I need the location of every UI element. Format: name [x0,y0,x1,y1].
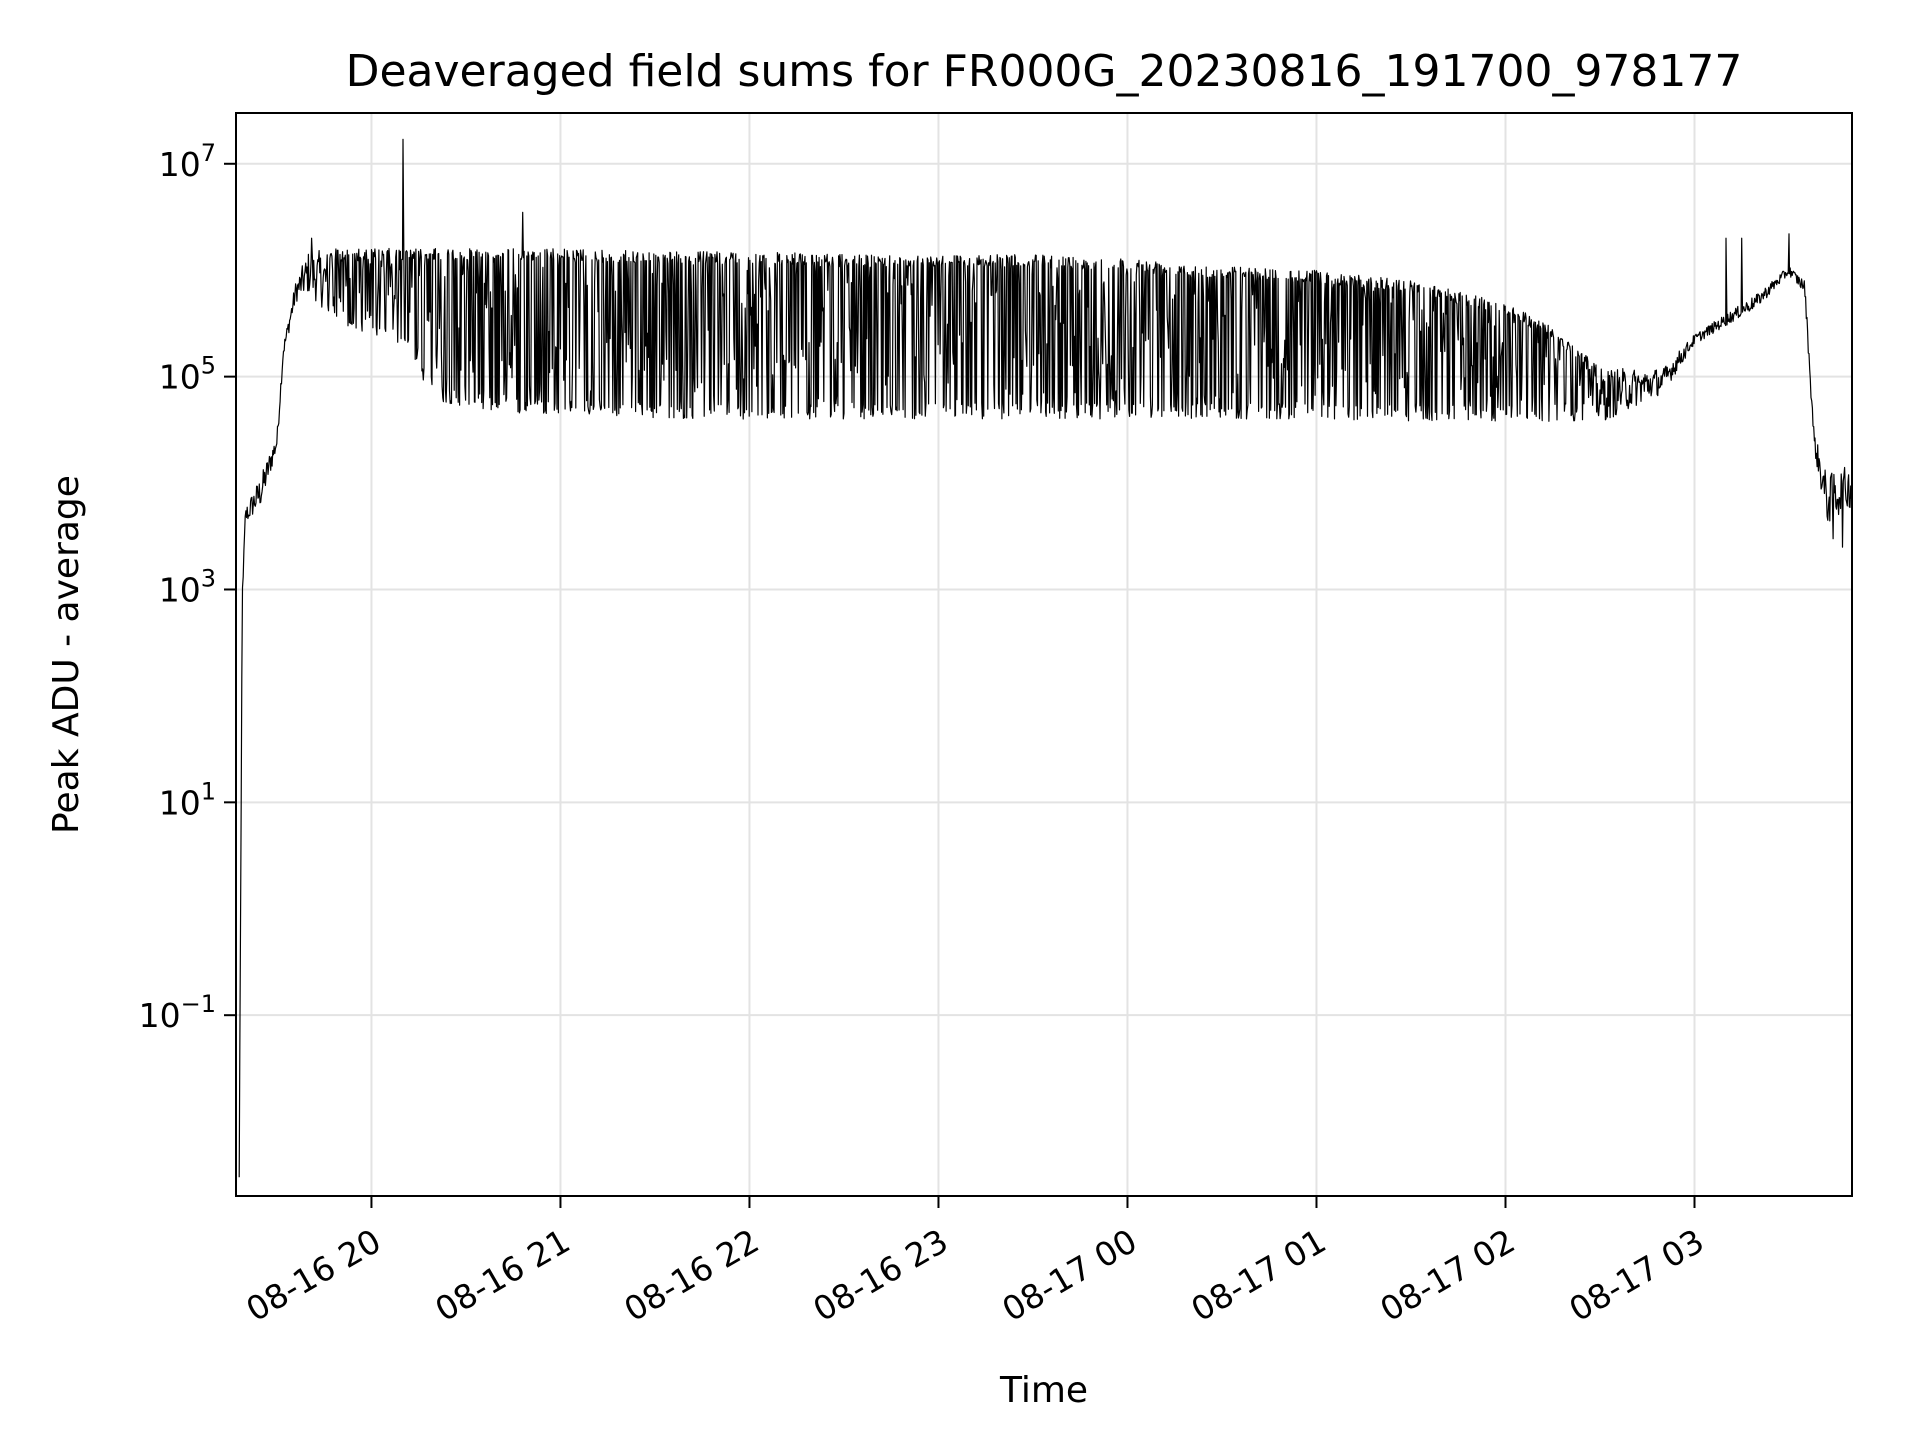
x-axis-label: Time [999,1370,1088,1411]
y-tick-label: 10−1 [139,990,216,1035]
series-line [238,138,1853,1178]
y-tick-label: 103 [159,564,216,609]
y-tick-label: 105 [159,352,216,397]
chart-title: Deaveraged field sums for FR000G_2023081… [346,46,1743,97]
y-tick-label: 101 [159,777,216,822]
series [238,138,1853,1178]
y-axis-label: Peak ADU - average [46,475,87,834]
plot-frame [235,112,1853,1197]
y-tick-label: 107 [159,139,216,184]
